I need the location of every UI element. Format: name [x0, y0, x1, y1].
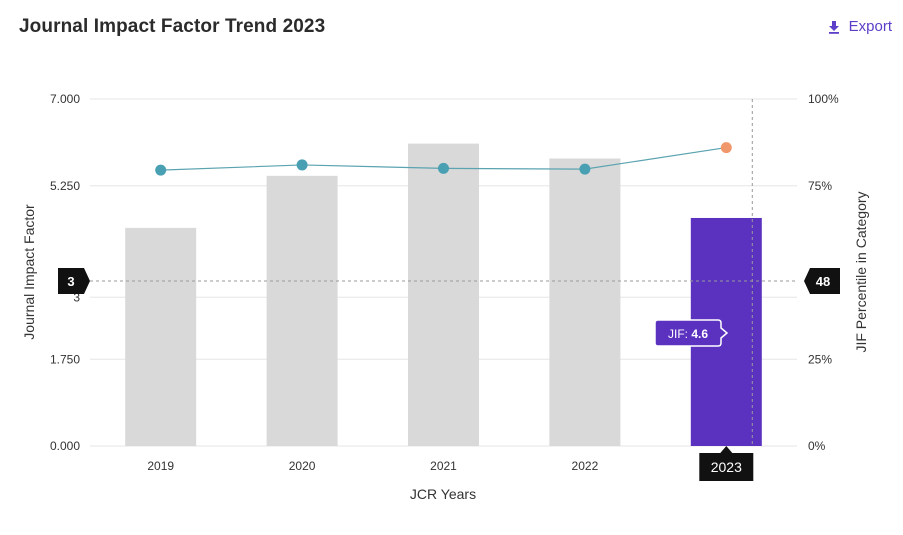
x-axis-title: JCR Years — [410, 486, 476, 502]
x-axis-tick-label: 2020 — [289, 459, 316, 473]
jif-trend-chart: 0.000 1.750 3 5.250 7.000 0% 25% 75% 100% 2019 202… — [21, 92, 869, 502]
crosshair-left-label: 3 — [67, 274, 74, 289]
crosshair-right-label: 48 — [816, 274, 830, 289]
crosshair-bottom-marker — [699, 446, 754, 481]
y-axis-tick-label: 1.750 — [50, 352, 80, 366]
y2-axis-title: JIF Percentile in Category — [853, 191, 869, 352]
y2-axis-tick-label: 25% — [808, 352, 832, 366]
y2-axis-tick-label: 0% — [808, 439, 826, 453]
export-button[interactable]: Export — [827, 18, 892, 35]
x-axis-tick-label: 2022 — [572, 459, 599, 473]
percentile-point-2022 — [579, 163, 591, 175]
x-axis-tick-label: 2021 — [430, 459, 457, 473]
y2-axis-tick-label: 100% — [808, 92, 839, 106]
percentile-point-2020 — [296, 159, 308, 171]
y-axis-tick-label: 0.000 — [50, 439, 80, 453]
export-label: Export — [848, 18, 892, 35]
crosshair-left-marker — [58, 268, 90, 294]
bar-2019 — [125, 227, 197, 446]
tooltip-label: JIF: — [668, 327, 691, 341]
tooltip-box — [654, 319, 729, 347]
percentile-point-2021 — [438, 162, 449, 174]
bar-2021 — [408, 143, 479, 446]
chart-area: 0.000 1.750 3 5.250 7.000 0% 25% 75% 100% 2019 202… — [0, 56, 903, 530]
y-axis-tick-label: 7.000 — [50, 92, 80, 106]
tooltip-value: 4.6 — [691, 327, 708, 341]
crosshair-bottom-label: 2023 — [711, 459, 742, 475]
y-axis-tick-label: 5.250 — [50, 179, 80, 193]
y-axis-title: Journal Impact Factor — [21, 204, 37, 340]
tooltip-text: JIF: 4.6 — [668, 327, 708, 341]
x-axis-tick-label: 2019 — [147, 459, 174, 473]
y2-axis-tick-label: 75% — [808, 179, 832, 193]
chart-header: Journal Impact Factor Trend 2023 Export — [0, 0, 903, 56]
crosshair-right-marker — [804, 268, 840, 294]
bar-2022 — [549, 158, 621, 446]
chart-title: Journal Impact Factor Trend 2023 — [19, 16, 326, 37]
percentile-point-2019 — [155, 164, 167, 176]
y-axis-tick-label: 3 — [73, 290, 80, 304]
percentile-point-2023 — [720, 142, 732, 154]
download-icon — [828, 20, 839, 34]
bar-2020 — [266, 175, 338, 447]
